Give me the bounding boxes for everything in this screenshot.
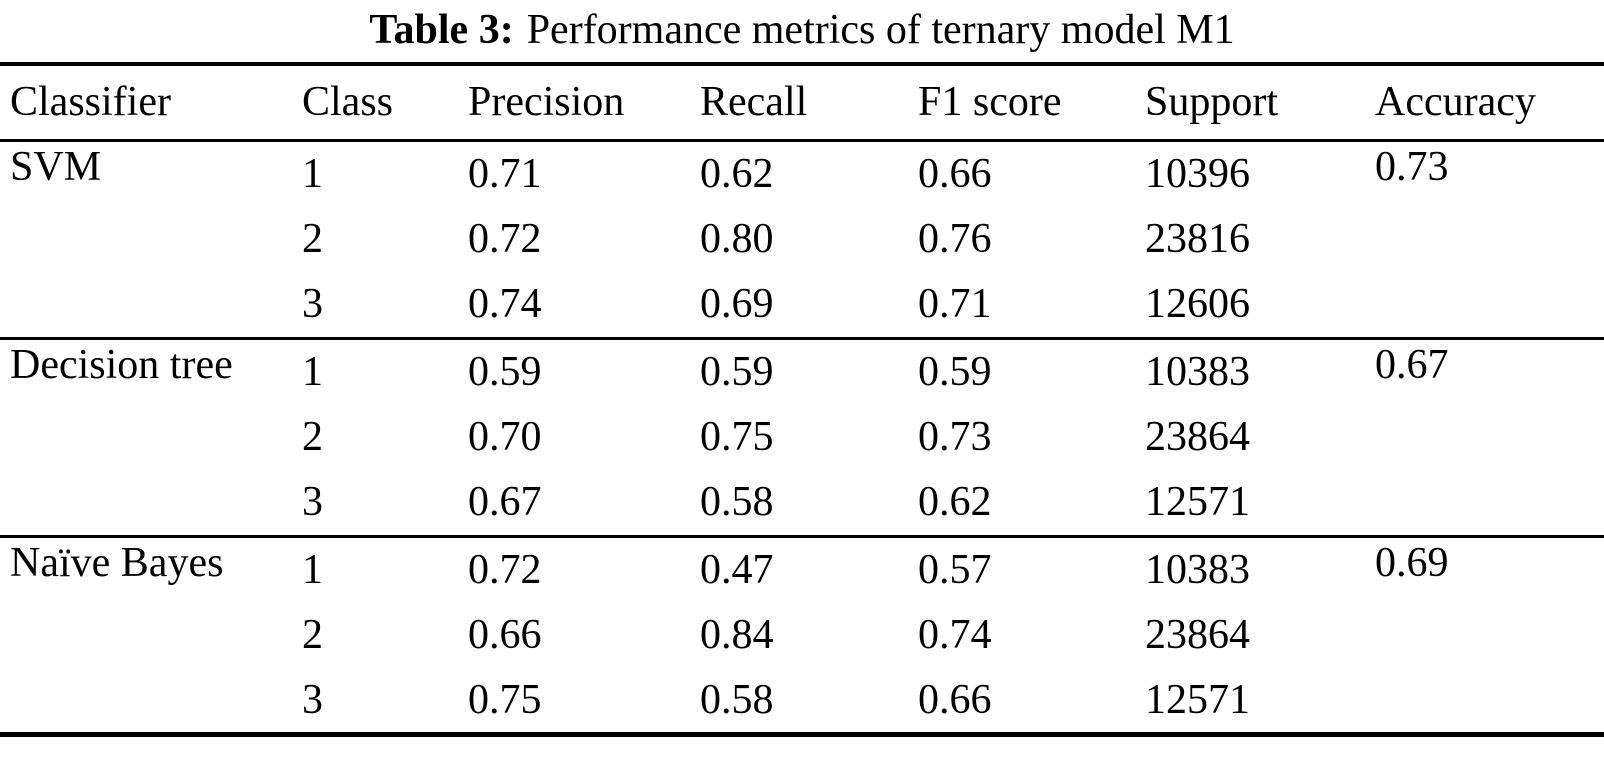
accuracy-cell: 0.69 <box>1375 536 1604 602</box>
classifier-name-cell: Naïve Bayes <box>0 536 302 602</box>
table-row: 3 0.75 0.58 0.66 12571 <box>0 668 1604 734</box>
f1-cell: 0.66 <box>918 150 992 197</box>
col-header-classifier: Classifier <box>10 79 171 126</box>
col-header-class: Class <box>302 79 394 126</box>
caption-text: Performance metrics of ternary model M1 <box>526 7 1235 53</box>
precision-cell: 0.66 <box>468 612 542 658</box>
table-row: SVM 1 0.71 0.62 0.66 10396 0.73 <box>0 140 1604 206</box>
col-header-support: Support <box>1145 79 1279 126</box>
table-row: 2 0.66 0.84 0.74 23864 <box>0 602 1604 668</box>
classifier-name: SVM <box>10 143 102 190</box>
col-header-accuracy: Accuracy <box>1375 79 1536 126</box>
table-header: Classifier Class Precision Recall F1 sco… <box>0 64 1604 140</box>
table-row: 3 0.74 0.69 0.71 12606 <box>0 272 1604 338</box>
support-cell: 12571 <box>1145 676 1250 723</box>
table-row: 2 0.70 0.75 0.73 23864 <box>0 404 1604 470</box>
precision-cell: 0.70 <box>468 414 542 460</box>
class-cell: 1 <box>302 348 323 395</box>
class-cell: 2 <box>302 216 323 262</box>
recall-cell: 0.47 <box>700 546 774 593</box>
group-naive-bayes: Naïve Bayes 1 0.72 0.47 0.57 10383 0.69 … <box>0 536 1604 734</box>
accuracy-cell: 0.73 <box>1375 140 1604 206</box>
empty-cell <box>1375 404 1604 470</box>
recall-cell: 0.80 <box>700 216 774 262</box>
f1-cell: 0.73 <box>918 414 992 460</box>
support-cell: 23816 <box>1145 216 1250 262</box>
precision-cell: 0.72 <box>468 546 542 593</box>
precision-cell: 0.75 <box>468 676 542 723</box>
precision-cell: 0.74 <box>468 281 542 328</box>
table-row: Naïve Bayes 1 0.72 0.47 0.57 10383 0.69 <box>0 536 1604 602</box>
group-svm: SVM 1 0.71 0.62 0.66 10396 0.73 2 0.72 0… <box>0 140 1604 338</box>
empty-cell <box>1375 272 1604 338</box>
f1-cell: 0.76 <box>918 216 992 262</box>
recall-cell: 0.69 <box>700 281 774 328</box>
accuracy-value: 0.69 <box>1375 539 1449 586</box>
table-row: Decision tree 1 0.59 0.59 0.59 10383 0.6… <box>0 338 1604 404</box>
f1-cell: 0.57 <box>918 546 992 593</box>
recall-cell: 0.59 <box>700 348 774 395</box>
f1-cell: 0.59 <box>918 348 992 395</box>
empty-cell <box>1375 602 1604 668</box>
class-cell: 3 <box>302 281 323 328</box>
col-header-recall: Recall <box>700 79 808 126</box>
precision-cell: 0.72 <box>468 216 542 262</box>
support-cell: 23864 <box>1145 612 1250 658</box>
recall-cell: 0.58 <box>700 676 774 723</box>
class-cell: 2 <box>302 414 323 460</box>
f1-cell: 0.74 <box>918 612 992 658</box>
classifier-name: Naïve Bayes <box>10 539 224 586</box>
f1-cell: 0.62 <box>918 479 992 526</box>
precision-cell: 0.59 <box>468 348 542 395</box>
empty-cell <box>0 668 302 734</box>
precision-cell: 0.67 <box>468 479 542 526</box>
col-header-f1-score: F1 score <box>918 79 1062 126</box>
accuracy-value: 0.67 <box>1375 341 1449 388</box>
support-cell: 12571 <box>1145 479 1250 526</box>
accuracy-cell: 0.67 <box>1375 338 1604 404</box>
classifier-name-cell: Decision tree <box>0 338 302 404</box>
performance-metrics-table: Classifier Class Precision Recall F1 sco… <box>0 62 1604 737</box>
precision-cell: 0.71 <box>468 150 542 197</box>
support-cell: 12606 <box>1145 281 1250 328</box>
f1-cell: 0.71 <box>918 281 992 328</box>
support-cell: 23864 <box>1145 414 1250 460</box>
classifier-name-cell: SVM <box>0 140 302 206</box>
empty-cell <box>1375 668 1604 734</box>
empty-cell <box>0 206 302 272</box>
empty-cell <box>0 404 302 470</box>
class-cell: 1 <box>302 546 323 593</box>
empty-cell <box>1375 206 1604 272</box>
header-row: Classifier Class Precision Recall F1 sco… <box>0 64 1604 140</box>
recall-cell: 0.75 <box>700 414 774 460</box>
table-row: 2 0.72 0.80 0.76 23816 <box>0 206 1604 272</box>
classifier-name: Decision tree <box>10 341 233 388</box>
group-decision-tree: Decision tree 1 0.59 0.59 0.59 10383 0.6… <box>0 338 1604 536</box>
recall-cell: 0.84 <box>700 612 774 658</box>
class-cell: 1 <box>302 150 323 197</box>
class-cell: 3 <box>302 676 323 723</box>
f1-cell: 0.66 <box>918 676 992 723</box>
recall-cell: 0.62 <box>700 150 774 197</box>
accuracy-value: 0.73 <box>1375 143 1449 190</box>
empty-cell <box>1375 470 1604 536</box>
col-header-precision: Precision <box>468 79 625 126</box>
class-cell: 2 <box>302 612 323 658</box>
table-caption: Table 3: Performance metrics of ternary m… <box>0 0 1604 62</box>
recall-cell: 0.58 <box>700 479 774 526</box>
empty-cell <box>0 470 302 536</box>
support-cell: 10396 <box>1145 150 1250 197</box>
table-row: 3 0.67 0.58 0.62 12571 <box>0 470 1604 536</box>
caption-label: Table 3: <box>369 7 514 53</box>
empty-cell <box>0 272 302 338</box>
class-cell: 3 <box>302 479 323 526</box>
support-cell: 10383 <box>1145 546 1250 593</box>
support-cell: 10383 <box>1145 348 1250 395</box>
empty-cell <box>0 602 302 668</box>
